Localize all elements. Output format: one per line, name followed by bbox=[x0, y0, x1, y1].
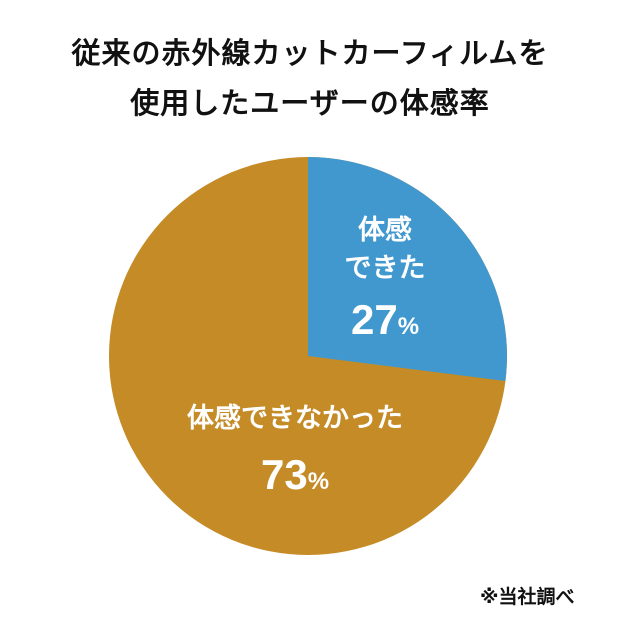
slice-label-not-felt: 体感できなかった bbox=[187, 403, 403, 434]
chart-title-line-2: 使用したユーザーの体感率 bbox=[130, 86, 490, 120]
slice-value-not-felt: 73% bbox=[260, 451, 330, 498]
slice-value-felt: 27% bbox=[350, 296, 420, 343]
source-note: ※当社調べ bbox=[480, 586, 575, 608]
chart-title: 従来の赤外線カットカーフィルムを 使用したユーザーの体感率 bbox=[0, 28, 620, 128]
chart-title-line-1: 従来の赤外線カットカーフィルムを bbox=[71, 36, 549, 70]
slice-label-felt: 体感 できた bbox=[344, 215, 426, 284]
pie-slice-felt bbox=[308, 157, 507, 381]
